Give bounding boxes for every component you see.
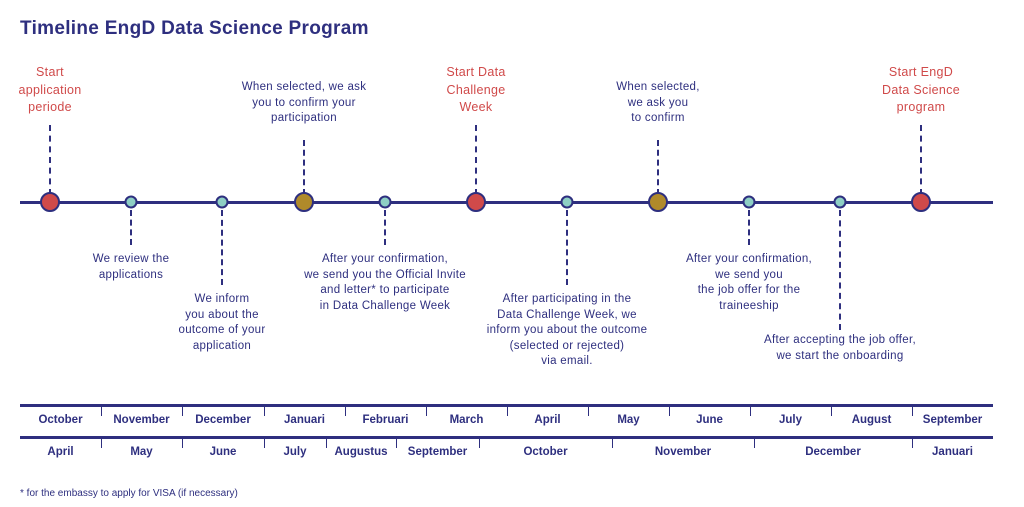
month-divider	[479, 438, 480, 448]
connector-line	[657, 140, 659, 195]
month-divider	[588, 406, 589, 416]
step-node	[833, 195, 847, 209]
month-label: June	[696, 414, 723, 426]
month-divider	[101, 438, 102, 448]
event-label: Start EngD Data Science program	[882, 65, 960, 114]
connector-line	[748, 210, 750, 245]
month-label: March	[449, 414, 484, 426]
step-node	[742, 195, 756, 209]
event-label: Start application periode	[18, 65, 82, 114]
step-node	[378, 195, 392, 209]
connector-line	[566, 210, 568, 285]
connector-line	[475, 125, 477, 195]
month-label: May	[130, 446, 153, 458]
timeline-axis	[20, 201, 993, 204]
month-divider	[264, 406, 265, 416]
connector-line	[384, 210, 386, 245]
connector-line	[303, 140, 305, 195]
month-divider	[326, 438, 327, 448]
month-label: December	[195, 414, 251, 426]
connector-line	[839, 210, 841, 330]
milestone-node	[911, 192, 931, 212]
month-label: July	[283, 446, 307, 458]
connector-line	[130, 210, 132, 245]
event-label: After participating in the Data Challeng…	[486, 293, 648, 367]
month-divider	[669, 406, 670, 416]
month-row1-top-line	[20, 404, 993, 407]
month-label: June	[209, 446, 237, 458]
milestone-node	[40, 192, 60, 212]
footnote: * for the embassy to apply for VISA (if …	[20, 488, 238, 499]
step-node	[560, 195, 574, 209]
connector-line	[920, 125, 922, 195]
month-row2-top-line	[20, 436, 993, 439]
month-divider	[426, 406, 427, 416]
month-label: July	[778, 414, 803, 426]
month-divider	[182, 406, 183, 416]
month-divider	[750, 406, 751, 416]
month-label: November	[654, 446, 712, 458]
month-label: April	[534, 414, 561, 426]
event-label: After your confirmation, we send you the…	[685, 253, 813, 312]
event-label: After your confirmation, we send you the…	[304, 253, 466, 312]
connector-line	[49, 125, 51, 195]
event-label: Start Data Challenge Week	[446, 65, 506, 114]
step-node	[124, 195, 138, 209]
page-title: Timeline EngD Data Science Program	[20, 18, 369, 39]
month-label: Februari	[362, 414, 409, 426]
month-label: August	[851, 414, 892, 426]
month-label: Augustus	[334, 446, 388, 458]
event-label: When selected, we ask you to confirm	[616, 81, 700, 124]
step-node	[215, 195, 229, 209]
month-label: October	[523, 446, 568, 458]
month-divider	[396, 438, 397, 448]
decision-node	[294, 192, 314, 212]
month-divider	[345, 406, 346, 416]
milestone-node	[466, 192, 486, 212]
event-label: When selected, we ask you to confirm you…	[241, 81, 367, 124]
month-label: April	[47, 446, 74, 458]
event-label: After accepting the job offer, we start …	[764, 334, 916, 362]
month-divider	[612, 438, 613, 448]
month-divider	[912, 438, 913, 448]
connector-line	[221, 210, 223, 285]
month-divider	[754, 438, 755, 448]
month-label: May	[617, 414, 640, 426]
month-divider	[101, 406, 102, 416]
month-label: October	[38, 414, 83, 426]
month-divider	[507, 406, 508, 416]
decision-node	[648, 192, 668, 212]
month-divider	[912, 406, 913, 416]
month-label: November	[113, 414, 170, 426]
month-label: December	[805, 446, 861, 458]
month-divider	[831, 406, 832, 416]
month-divider	[182, 438, 183, 448]
month-label: September	[407, 446, 468, 458]
month-divider	[264, 438, 265, 448]
month-label: September	[922, 414, 983, 426]
event-label: We review the applications	[92, 253, 170, 281]
month-label: Januari	[932, 446, 973, 458]
event-label: We inform you about the outcome of your …	[178, 293, 266, 352]
month-label: Januari	[284, 414, 325, 426]
